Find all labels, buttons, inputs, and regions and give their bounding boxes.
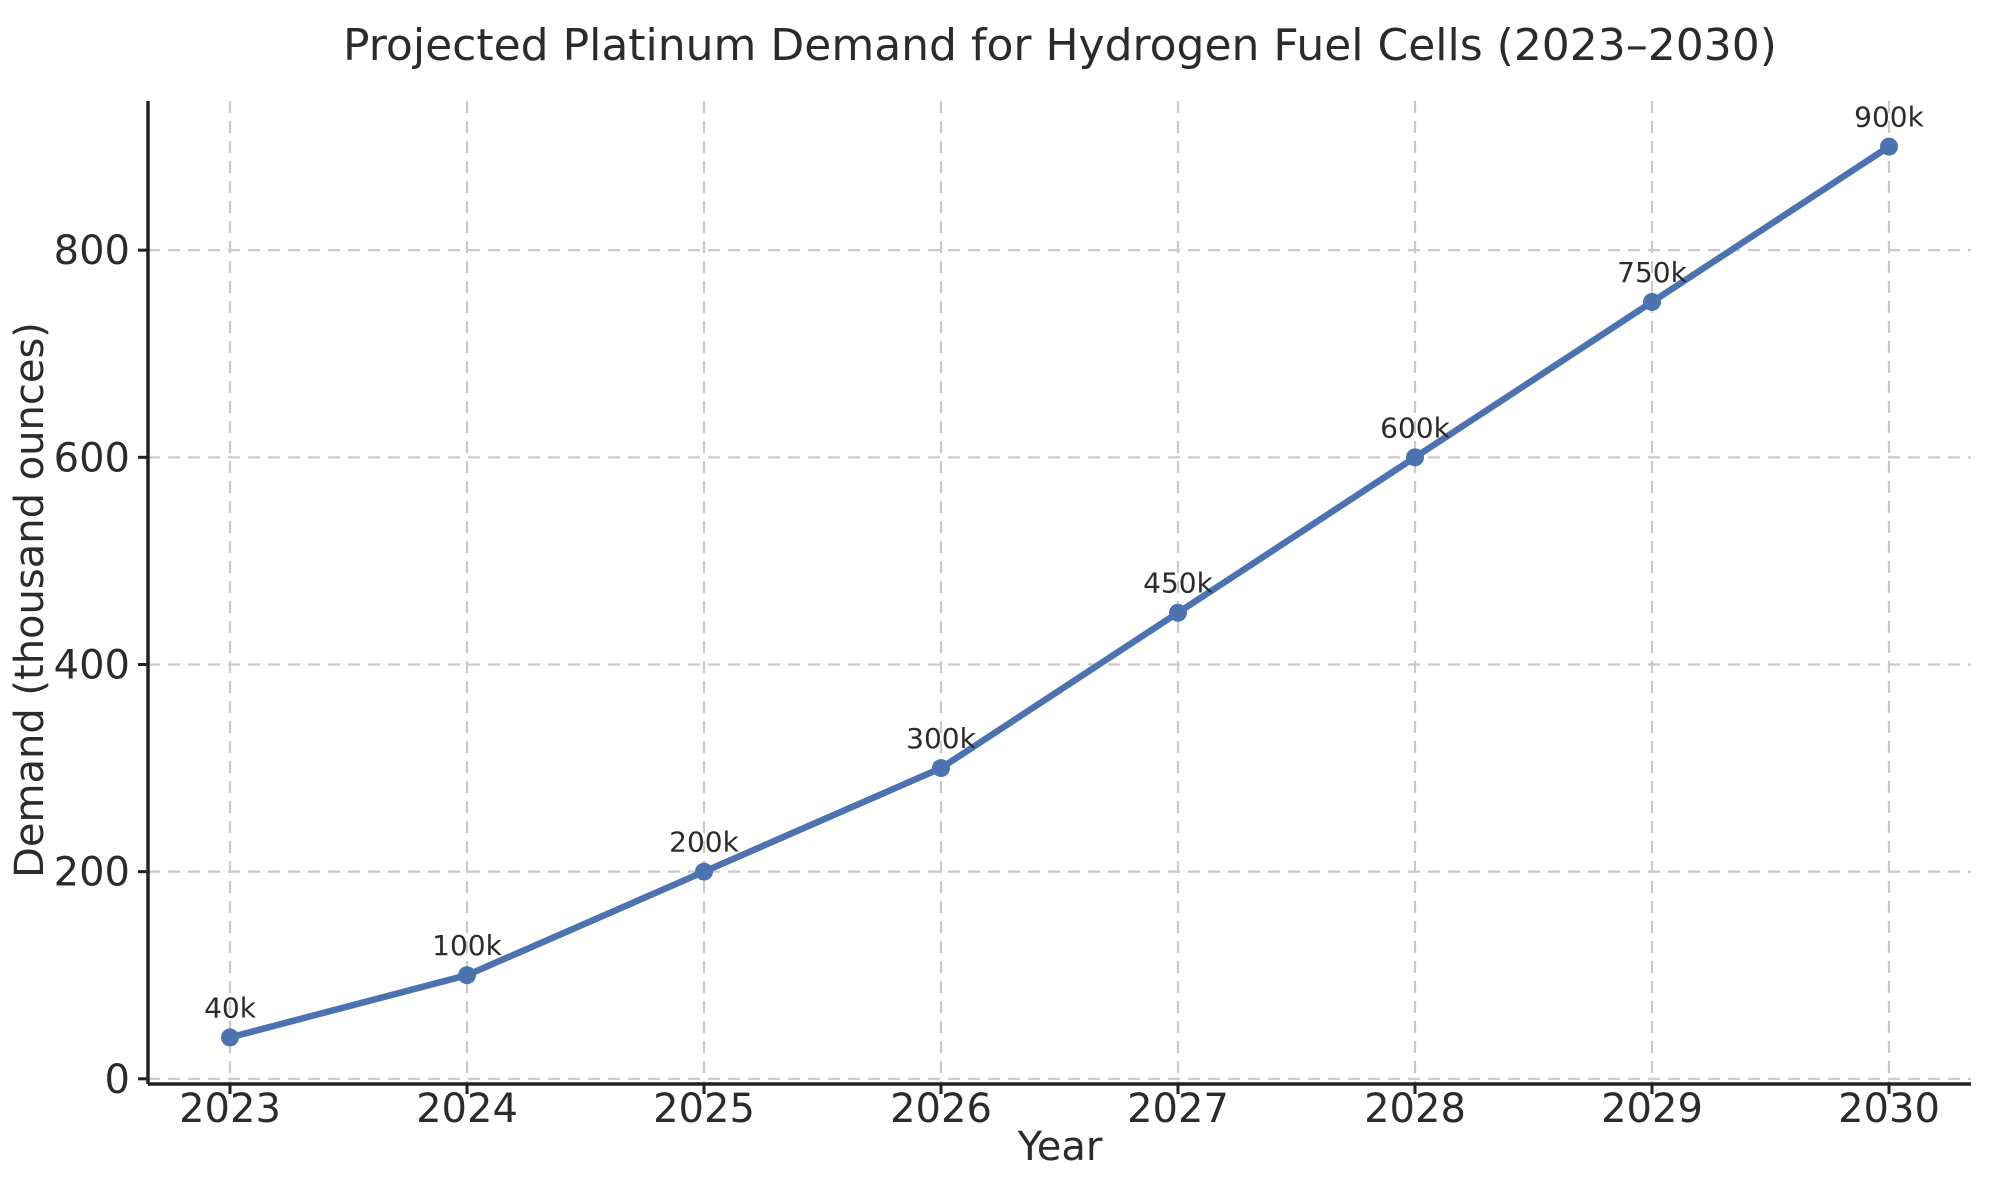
y-tick-label: 0 [105, 1057, 130, 1103]
point-label: 600k [1380, 411, 1450, 444]
gridlines [148, 101, 1971, 1084]
data-point-marker [695, 862, 714, 881]
y-tick-label: 600 [54, 435, 130, 481]
data-point-marker [458, 966, 477, 985]
point-label: 750k [1617, 256, 1687, 289]
axes: 2023 2024 2025 2026 2027 2028 2029 2030 0 200 400 6… [54, 101, 1971, 1132]
point-label: 200k [669, 826, 739, 859]
y-tick-label: 800 [54, 228, 130, 274]
point-label: 900k [1854, 101, 1924, 134]
point-labels: 40k 100k 200k 300k 450k 600k 750k 900k [204, 101, 1925, 1025]
data-point-marker [1879, 137, 1898, 156]
data-point-marker [1405, 448, 1424, 467]
x-tick-label: 2027 [1127, 1086, 1229, 1132]
data-point-marker [932, 759, 951, 778]
x-tick-label: 2028 [1364, 1086, 1466, 1132]
data-point-marker [1642, 292, 1661, 311]
chart-title: Projected Platinum Demand for Hydrogen F… [343, 20, 1777, 71]
point-label: 300k [906, 722, 976, 755]
x-tick-label: 2023 [179, 1086, 281, 1132]
x-tick-label: 2029 [1601, 1086, 1703, 1132]
y-tick-label: 200 [54, 850, 130, 896]
data-series [221, 137, 1898, 1047]
y-axis-label: Demand (thousand ounces) [7, 322, 53, 878]
data-point-marker [1168, 603, 1187, 622]
demand-line [226, 143, 1893, 1041]
x-tick-label: 2025 [653, 1086, 755, 1132]
point-label: 450k [1143, 567, 1213, 600]
data-point-marker [221, 1028, 240, 1047]
x-axis-label: Year [1017, 1124, 1103, 1170]
point-label: 40k [204, 991, 257, 1024]
x-tick-label: 2026 [890, 1086, 992, 1132]
point-label: 100k [432, 929, 502, 962]
x-tick-label: 2024 [416, 1086, 518, 1132]
y-tick-label: 400 [54, 642, 130, 688]
x-tick-label: 2030 [1838, 1086, 1940, 1132]
